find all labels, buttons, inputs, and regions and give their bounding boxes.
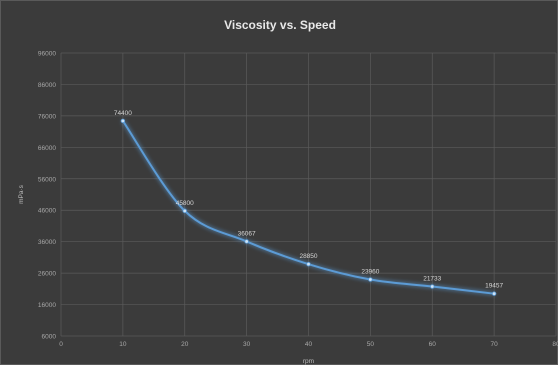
data-label: 36067 (238, 230, 256, 237)
y-tick-label: 36000 (38, 239, 56, 246)
y-tick-label: 96000 (38, 51, 56, 58)
data-point (120, 118, 126, 124)
data-label: 23960 (361, 269, 379, 276)
data-point (430, 284, 435, 289)
y-tick-label: 46000 (38, 208, 56, 215)
x-axis-title: rpm (303, 358, 314, 365)
y-tick-label: 76000 (38, 113, 56, 120)
y-tick-label: 56000 (38, 176, 56, 183)
data-point (306, 261, 311, 267)
data-label: 28850 (299, 253, 317, 260)
y-tick-label: 66000 (38, 145, 56, 152)
data-point (182, 208, 187, 214)
data-label: 45800 (176, 200, 194, 207)
data-point (368, 277, 373, 282)
data-label: 21733 (423, 276, 441, 283)
x-tick-label: 70 (491, 341, 499, 348)
data-point (244, 239, 249, 244)
x-tick-label: 40 (305, 341, 313, 348)
x-tick-label: 30 (243, 341, 251, 348)
data-point (491, 291, 497, 296)
y-tick-label: 86000 (38, 82, 56, 89)
y-tick-label: 26000 (38, 271, 56, 278)
y-axis-title: mPa·s (18, 184, 25, 204)
tick-layer: 0 10 20 30 40 50 60 70 80 6000 16000 26000 36000 4600… (38, 51, 558, 349)
data-label: 19457 (485, 283, 503, 290)
grid-layer (60, 52, 557, 337)
y-tick-label: 16000 (38, 302, 56, 309)
series-layer (120, 118, 497, 296)
data-label: 74400 (114, 110, 132, 117)
label-layer: 74400 45800 36067 28850 23960 21733 19457 (114, 110, 504, 290)
x-tick-label: 60 (429, 341, 437, 348)
x-tick-label: 0 (59, 341, 63, 348)
y-tick-label: 6000 (42, 334, 57, 341)
chart-title: Viscosity vs. Speed (224, 18, 336, 32)
x-tick-label: 50 (367, 341, 375, 348)
x-tick-label: 20 (181, 341, 189, 348)
x-tick-label: 10 (119, 341, 127, 348)
x-tick-label: 80 (552, 341, 558, 348)
